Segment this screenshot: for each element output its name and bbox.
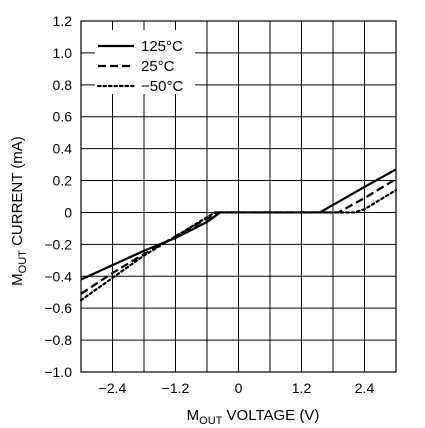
y-tick-label-2: 0.8 <box>53 77 73 93</box>
y-tick-label-8: −0.4 <box>44 268 72 284</box>
legend-label-0: 125°C <box>141 38 183 55</box>
x-tick-label-0: −2.4 <box>99 380 127 396</box>
series-line-2 <box>79 189 398 302</box>
y-tick-label-3: 0.6 <box>53 109 73 125</box>
y-tick-label-4: 0.4 <box>53 141 73 157</box>
x-axis-label: MOUT VOLTAGE (V) <box>187 407 320 427</box>
legend-label-2: −50°C <box>141 78 183 95</box>
y-tick-label-9: −0.6 <box>44 300 72 316</box>
tick-labels: −2.4 −1.2 0 1.2 2.4 1.2 1.0 0.8 0.6 0.4 0.2 0 −0.2 −0… <box>44 13 374 396</box>
y-tick-label-0: 1.2 <box>53 13 73 29</box>
legend-label-1: 25°C <box>141 58 175 75</box>
y-tick-label-11: −1.0 <box>44 364 72 380</box>
y-tick-label-10: −0.8 <box>44 332 72 348</box>
grid <box>80 20 397 373</box>
y-tick-label-1: 1.0 <box>53 45 73 61</box>
x-tick-label-3: 1.2 <box>292 380 312 396</box>
y-tick-label-5: 0.2 <box>53 173 73 189</box>
y-tick-label-6: 0 <box>64 204 72 220</box>
y-tick-label-7: −0.2 <box>44 236 72 252</box>
series-layer <box>79 168 398 302</box>
x-tick-label-4: 2.4 <box>355 380 375 396</box>
legend-background <box>95 30 195 94</box>
x-tick-label-1: −1.2 <box>162 380 190 396</box>
y-axis-label: MOUT CURRENT (mA) <box>9 136 29 286</box>
x-tick-label-2: 0 <box>235 380 243 396</box>
legend: 125°C 25°C −50°C <box>95 30 195 95</box>
